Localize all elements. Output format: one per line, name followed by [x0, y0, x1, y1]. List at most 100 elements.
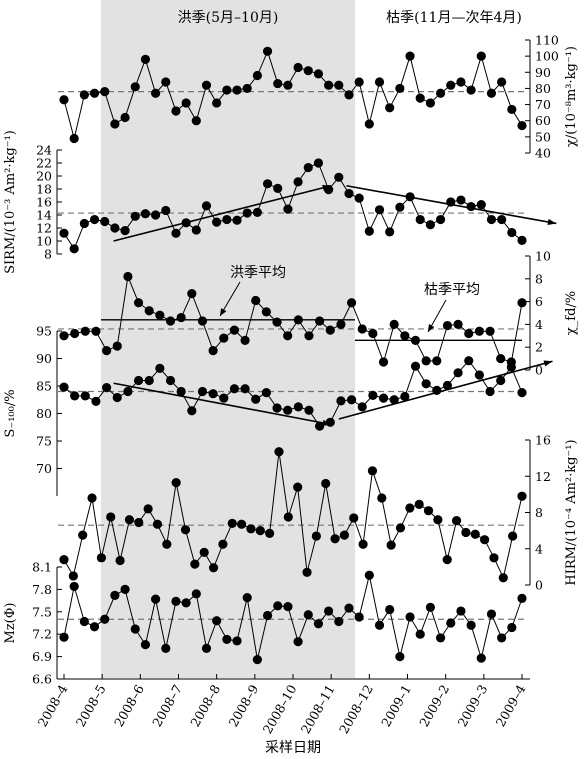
- y-tick-label: 40: [535, 146, 551, 161]
- data-point: [123, 386, 133, 397]
- data-point: [130, 82, 140, 92]
- data-point: [425, 602, 435, 612]
- data-point: [506, 362, 516, 372]
- data-point: [334, 80, 344, 90]
- y-tick-label: 90: [535, 65, 551, 80]
- data-point: [421, 356, 431, 366]
- data-point: [433, 515, 443, 525]
- data-point: [303, 66, 313, 76]
- data-point: [191, 116, 201, 126]
- data-point: [240, 384, 250, 394]
- trend-arrowhead: [322, 419, 332, 426]
- flood-season-label: 洪季(5月–10月): [178, 10, 279, 26]
- data-point: [446, 80, 456, 90]
- data-point: [272, 403, 282, 413]
- data-point: [140, 54, 151, 64]
- data-point: [246, 524, 256, 534]
- y-tick-label: 0: [535, 363, 543, 378]
- data-point: [79, 90, 89, 100]
- data-point: [293, 177, 303, 187]
- data-point: [133, 298, 144, 308]
- data-point: [486, 609, 497, 619]
- data-point: [389, 395, 399, 405]
- data-point: [293, 402, 303, 412]
- data-point: [344, 188, 354, 199]
- data-point: [273, 183, 283, 193]
- data-point: [187, 289, 197, 299]
- data-point: [242, 593, 252, 603]
- panel-3: 70 75 80 85 90 95 S₋₁₀₀/%: [3, 324, 553, 496]
- panels-group: 405060708090100110χ/(10⁻⁸m³·kg⁻¹)8101214…: [3, 33, 579, 687]
- series-line: [63, 49, 523, 139]
- y-tick-label: 7.8: [32, 582, 52, 597]
- data-point: [346, 298, 357, 308]
- y-tick-label: 70: [36, 461, 52, 476]
- data-point: [251, 394, 261, 404]
- data-point: [354, 193, 364, 203]
- data-point: [69, 133, 79, 144]
- trend-arrow: [346, 184, 557, 225]
- data-point: [133, 375, 144, 386]
- data-point: [78, 530, 88, 540]
- data-point: [464, 328, 474, 339]
- x-tick-label: 2008–10: [260, 682, 300, 736]
- data-point: [222, 85, 232, 95]
- data-point: [197, 316, 208, 326]
- data-point: [368, 328, 378, 339]
- data-point: [517, 235, 527, 245]
- y-tick-label: 14: [36, 208, 52, 223]
- data-point: [389, 319, 399, 329]
- panel-4: 0 4 8 12 16 HIRM/(10⁻⁴ Am²·kg⁻¹): [58, 433, 579, 593]
- data-point: [405, 51, 415, 61]
- data-point: [324, 606, 334, 616]
- data-point: [349, 513, 359, 523]
- data-point: [425, 98, 435, 108]
- data-point: [222, 214, 232, 225]
- data-point: [496, 375, 506, 386]
- data-point: [303, 610, 313, 620]
- y-tick-label: 10: [36, 234, 52, 249]
- data-point: [346, 395, 357, 405]
- data-point: [507, 622, 517, 633]
- data-point: [140, 209, 151, 219]
- data-point: [283, 204, 293, 214]
- data-point: [395, 202, 405, 212]
- y-axis-label: HIRM/(10⁻⁴ Am²·kg⁻¹): [564, 439, 579, 585]
- data-point: [100, 614, 110, 624]
- data-point: [517, 593, 527, 603]
- dry-mean-label: 枯季平均: [424, 282, 480, 298]
- data-point: [395, 83, 405, 94]
- y-tick-label: 12: [36, 221, 52, 236]
- data-point: [227, 518, 237, 528]
- data-point: [474, 370, 484, 380]
- y-axis-label: Mz(Φ): [3, 603, 18, 644]
- data-point: [165, 375, 176, 386]
- data-point: [252, 70, 262, 81]
- data-point: [155, 310, 165, 320]
- data-point: [91, 396, 101, 406]
- data-point: [456, 77, 466, 87]
- x-tick-label: 2008–4: [35, 682, 71, 729]
- data-point: [181, 598, 191, 608]
- data-point: [161, 77, 171, 87]
- data-point: [344, 90, 354, 100]
- y-tick-label: 18: [36, 182, 52, 197]
- data-point: [400, 331, 410, 341]
- y-tick-label: 6.6: [32, 672, 52, 687]
- data-point: [283, 512, 293, 522]
- data-point: [219, 333, 229, 343]
- series-line: [63, 575, 523, 661]
- data-point: [283, 405, 293, 415]
- data-point: [442, 380, 453, 391]
- data-point: [59, 331, 69, 341]
- data-point: [425, 220, 435, 230]
- y-tick-label: 60: [535, 113, 551, 128]
- x-tick-label: 2008–8: [187, 682, 223, 729]
- data-point: [507, 227, 517, 238]
- y-tick-label: 6: [535, 294, 543, 309]
- data-point: [313, 69, 324, 79]
- data-point: [180, 525, 191, 535]
- trend-arrow: [113, 184, 332, 242]
- data-point: [395, 523, 406, 533]
